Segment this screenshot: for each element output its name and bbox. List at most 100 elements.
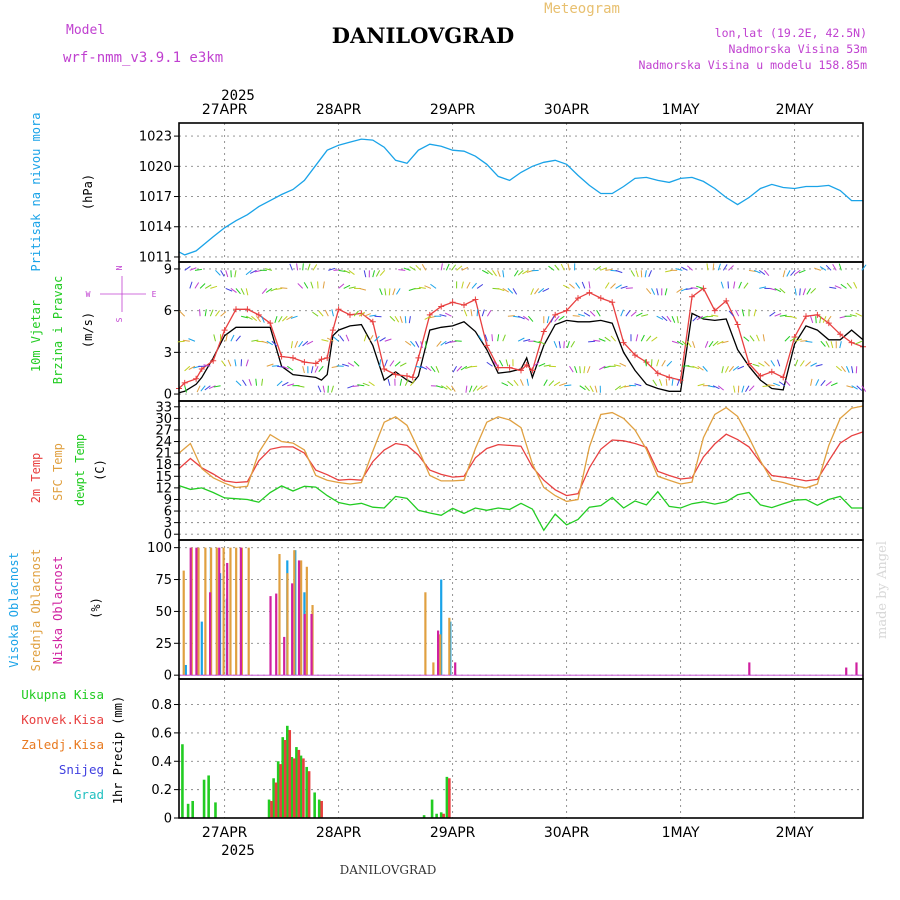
wind-arrow (758, 269, 766, 275)
gust-marker (597, 295, 604, 302)
wind-arrow (851, 385, 858, 390)
wind-arrow (204, 385, 211, 391)
wind-arrow (778, 381, 786, 387)
bar-precip_total (186, 803, 190, 818)
wind-arrow (364, 313, 371, 317)
footer-station: DANILOVGRAD (340, 863, 437, 877)
wind-arrow (538, 340, 546, 345)
wind-arrow (815, 364, 823, 367)
wind-arrow (610, 335, 616, 342)
wind-arrow (199, 309, 201, 317)
gust-marker (409, 374, 416, 381)
bar-cloud_low (239, 547, 242, 676)
wind-arrow (794, 269, 801, 275)
bar-cloud_low (226, 562, 229, 676)
wind-arrow (861, 385, 867, 392)
wind-arrow (644, 270, 647, 278)
wind-arrow (420, 365, 428, 370)
wind-arrow (855, 312, 863, 317)
wind-arrow (572, 315, 580, 317)
wind-arrow (779, 288, 786, 294)
wind-arrow (358, 287, 367, 291)
wind-arrow (399, 362, 407, 367)
wind-arrow (652, 379, 658, 386)
wind-arrow (605, 268, 613, 271)
gust-marker (495, 364, 502, 371)
bar-precip_conv (283, 739, 287, 818)
wind-arrow (221, 360, 227, 367)
wind-arrow (711, 314, 719, 317)
bar-cloud_low (454, 662, 457, 676)
wind-arrow (296, 263, 299, 271)
wind-arrow (179, 310, 186, 317)
wind-arrow (624, 385, 632, 388)
bar-cloud_low (209, 592, 212, 676)
gust-marker (347, 311, 353, 318)
compass-west: W (86, 290, 91, 299)
wind-arrow (795, 338, 802, 342)
wind-arrow (519, 379, 524, 386)
watermark: made by Angel (875, 541, 890, 639)
bar-cloud_low (303, 613, 306, 676)
bar-precip_conv (274, 782, 278, 818)
wind-arrow (227, 359, 232, 367)
bar-cloud_mid (197, 547, 200, 676)
wind-arrow (686, 265, 693, 271)
wind-arrow (298, 340, 304, 348)
wind-arrow (820, 340, 826, 347)
wind-arrow (297, 283, 304, 289)
wind-arrow (822, 316, 827, 323)
wind-arrow (389, 315, 396, 322)
wind-arrow (261, 288, 268, 295)
wind-arrow (794, 359, 799, 367)
wind-arrow (651, 336, 658, 342)
wind-arrow (799, 288, 801, 296)
wind-arrow (630, 311, 637, 317)
ytick-label: 1023 (139, 130, 172, 145)
wind-arrow (728, 265, 734, 271)
wind-arrow (697, 383, 705, 387)
ytick-label: 0.4 (151, 755, 172, 770)
wind-arrow (302, 340, 309, 347)
wind-arrow (805, 340, 813, 343)
gust-marker (620, 339, 627, 346)
wind-arrow (384, 338, 392, 342)
cloud-high-label: Visoka Oblacnost (7, 552, 21, 668)
wind-arrow (200, 385, 206, 392)
wind-arrow (661, 315, 668, 322)
wind-arrow (735, 309, 740, 317)
gust-marker (666, 374, 673, 381)
wind-arrow (379, 288, 383, 296)
wind-arrow (538, 288, 545, 294)
wind-arrow (209, 309, 214, 317)
bar-precip_total (430, 799, 434, 818)
wind-arrow (451, 264, 457, 271)
compass-north: N (115, 265, 124, 270)
gust-marker (278, 353, 285, 360)
day-label-bottom: 1MAY (662, 825, 700, 841)
gust-marker (563, 307, 570, 314)
wind-arrow (764, 270, 770, 277)
bar-precip_conv (307, 771, 311, 818)
wind-label-2: Brzina i Pravac (51, 276, 65, 384)
day-label-bottom: 2MAY (776, 825, 814, 841)
wind-arrow (832, 264, 837, 271)
wind-arrow (548, 265, 555, 271)
gust-marker (825, 320, 832, 327)
ytick-label: 6 (164, 304, 172, 319)
wind-arrow (297, 385, 305, 388)
wind-arrow (784, 335, 791, 342)
wind-arrow (834, 285, 842, 289)
bar-cloud_low (845, 667, 848, 676)
wind-arrow (372, 270, 375, 278)
wind-arrow (440, 340, 447, 346)
bar-cloud_mid (286, 573, 289, 676)
wind-arrow (394, 361, 401, 367)
wind-arrow (748, 269, 756, 273)
wind-arrow (352, 385, 360, 387)
ytick-label: 30 (155, 412, 172, 427)
wind-arrow (196, 385, 201, 393)
wind-arrow (666, 360, 673, 367)
wind-arrow (225, 270, 229, 278)
wind-arrow (420, 341, 423, 349)
